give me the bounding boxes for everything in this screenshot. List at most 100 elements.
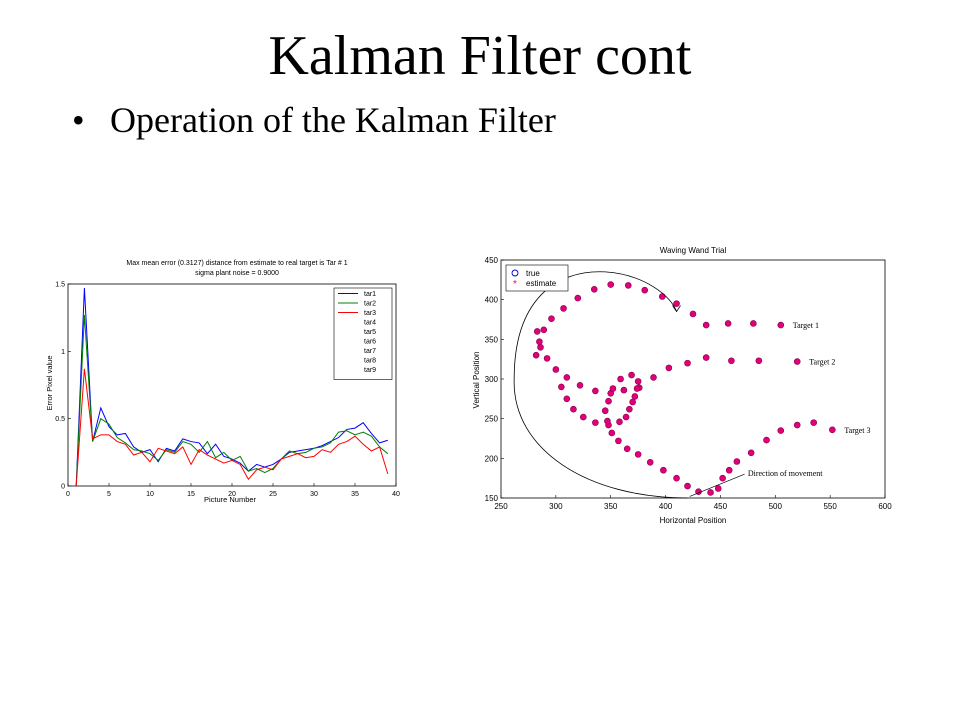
x-tick-label: 600 xyxy=(878,502,892,511)
estimate-point xyxy=(533,328,541,335)
estimate-point xyxy=(622,413,630,421)
estimate-point xyxy=(719,474,726,482)
series-line-tar1 xyxy=(75,288,388,487)
legend-marker-true xyxy=(511,269,519,277)
direction-arrowhead-icon xyxy=(672,305,681,313)
x-tick-label: 550 xyxy=(823,502,837,511)
legend-label-tar3: tar3 xyxy=(364,310,376,317)
estimate-point xyxy=(702,321,710,329)
estimate-point xyxy=(608,429,616,437)
estimate-point xyxy=(646,459,654,466)
legend-label-tar1: tar1 xyxy=(364,291,376,298)
estimate-point xyxy=(563,395,571,403)
legend-label-tar2: tar2 xyxy=(364,301,376,308)
estimate-point xyxy=(793,421,801,429)
x-tick-label: 35 xyxy=(351,491,359,498)
estimate-point xyxy=(615,437,622,445)
estimate-point xyxy=(633,385,641,392)
estimate-point xyxy=(592,387,599,395)
estimate-point xyxy=(532,351,540,359)
x-tick-label: 5 xyxy=(107,491,111,498)
y-tick-label: 1 xyxy=(61,349,65,356)
target-label: Target 2 xyxy=(809,358,835,367)
legend-label-tar5: tar5 xyxy=(364,329,376,336)
estimate-point xyxy=(777,427,785,434)
estimate-point xyxy=(617,375,624,383)
estimate-point xyxy=(570,405,577,413)
estimate-point xyxy=(628,371,635,379)
estimate-point xyxy=(548,315,555,323)
target-label: Target 3 xyxy=(844,426,870,435)
estimate-point xyxy=(673,300,680,307)
estimate-point xyxy=(829,426,836,434)
x-tick-label: 250 xyxy=(494,502,508,511)
y-tick-label: 450 xyxy=(485,256,499,265)
estimate-point xyxy=(665,364,673,372)
x-tick-label: 15 xyxy=(187,491,195,498)
estimate-point xyxy=(607,281,615,288)
estimate-point xyxy=(604,417,611,425)
y-tick-label: 350 xyxy=(485,335,499,344)
legend-label-true: true xyxy=(526,269,540,278)
left-chart-xlabel: Picture Number xyxy=(204,495,257,504)
estimate-point xyxy=(601,407,609,415)
estimate-point xyxy=(626,405,633,413)
y-tick-label: 0.5 xyxy=(55,416,65,423)
direction-leader xyxy=(689,473,745,497)
error-line-chart: Max mean error (0.3127) distance from es… xyxy=(45,260,400,504)
estimate-point xyxy=(641,286,649,294)
x-tick-label: 10 xyxy=(146,491,154,498)
x-tick-label: 0 xyxy=(66,491,70,498)
left-chart-subtitle: sigma plant noise = 0.9000 xyxy=(195,270,279,277)
estimate-point xyxy=(707,489,714,496)
estimate-point xyxy=(536,338,543,346)
wand-scatter-chart: Waving Wand Trial Horizontal Position Ve… xyxy=(472,246,892,525)
legend-label-tar8: tar8 xyxy=(364,358,376,365)
series-line-tar3 xyxy=(75,368,389,487)
y-tick-label: 150 xyxy=(485,494,499,503)
estimate-point xyxy=(552,366,560,373)
y-tick-label: 400 xyxy=(485,296,499,305)
estimate-point xyxy=(624,282,632,289)
y-tick-label: 300 xyxy=(485,375,499,384)
x-tick-label: 300 xyxy=(549,502,563,511)
x-tick-label: 400 xyxy=(659,502,673,511)
right-chart-ylabel: Vertical Position xyxy=(472,352,481,409)
estimate-point xyxy=(616,418,623,426)
estimate-point xyxy=(660,466,667,474)
right-chart-xlabel: Horizontal Position xyxy=(660,516,727,525)
estimate-point xyxy=(702,354,710,361)
y-tick-label: 250 xyxy=(485,415,499,424)
direction-label: Direction of movement xyxy=(748,469,823,478)
legend-label-estimate: estimate xyxy=(526,279,557,288)
estimate-point xyxy=(777,321,785,329)
estimate-point xyxy=(650,374,657,381)
x-tick-label: 25 xyxy=(269,491,277,498)
estimate-point xyxy=(563,374,571,381)
legend-label-tar7: tar7 xyxy=(364,348,376,355)
bullet-item: • Operation of the Kalman Filter xyxy=(72,102,556,138)
x-tick-label: 450 xyxy=(714,502,728,511)
estimate-point xyxy=(631,393,639,400)
estimate-point xyxy=(728,357,735,365)
estimate-point xyxy=(540,326,548,334)
estimate-point xyxy=(623,445,631,453)
estimate-point xyxy=(733,458,741,465)
left-chart-title: Max mean error (0.3127) distance from es… xyxy=(126,260,347,267)
right-chart-title: Waving Wand Trial xyxy=(660,246,727,255)
bullet-dot-icon: • xyxy=(72,100,85,140)
estimate-point xyxy=(747,449,755,457)
legend-marker-estimate: * xyxy=(513,279,517,290)
estimate-point xyxy=(543,355,551,362)
legend-label-tar4: tar4 xyxy=(364,320,376,327)
estimate-point xyxy=(629,398,636,406)
direction-curve xyxy=(513,271,688,499)
estimate-point xyxy=(755,357,763,365)
estimate-point xyxy=(725,466,733,474)
estimate-point xyxy=(684,482,691,490)
estimate-point xyxy=(724,320,732,327)
estimate-point xyxy=(793,358,801,365)
estimate-point xyxy=(620,386,628,394)
estimate-point xyxy=(673,474,680,482)
estimate-point xyxy=(689,310,697,318)
